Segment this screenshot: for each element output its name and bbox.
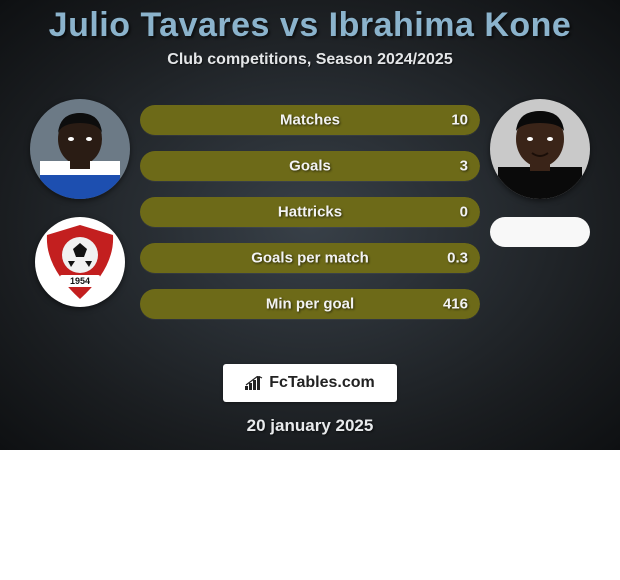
player1-eye-r bbox=[86, 137, 92, 141]
logo1-text: 1954 bbox=[70, 276, 90, 286]
stat-label: Goals per match bbox=[251, 250, 369, 267]
stat-bar: Matches 10 bbox=[140, 105, 480, 135]
stat-label: Min per goal bbox=[266, 296, 354, 313]
stat-label: Matches bbox=[280, 112, 340, 129]
page-title: Julio Tavares vs Ibrahima Kone bbox=[49, 6, 572, 45]
player1-neck bbox=[70, 157, 90, 169]
stat-value-right: 0.3 bbox=[447, 250, 468, 267]
stat-bar: Min per goal 416 bbox=[140, 289, 480, 319]
stat-label: Goals bbox=[289, 158, 331, 175]
player1-logo-svg: 1954 bbox=[35, 217, 125, 307]
player2-avatar bbox=[490, 99, 590, 199]
stat-bar: Hattricks 0 bbox=[140, 197, 480, 227]
player1-avatar-svg bbox=[30, 99, 130, 199]
watermark: FcTables.com bbox=[223, 364, 397, 402]
stat-value-right: 416 bbox=[443, 296, 468, 313]
stat-value-right: 10 bbox=[451, 112, 468, 129]
comparison-card: Julio Tavares vs Ibrahima Kone Club comp… bbox=[0, 0, 620, 450]
player2-avatar-svg bbox=[490, 99, 590, 199]
date-label: 20 january 2025 bbox=[247, 416, 374, 436]
player2-club-logo-placeholder bbox=[490, 217, 590, 247]
page-subtitle: Club competitions, Season 2024/2025 bbox=[167, 51, 452, 69]
player2-shirt bbox=[498, 167, 582, 199]
stat-value-right: 0 bbox=[460, 204, 468, 221]
right-column bbox=[480, 89, 600, 247]
chart-icon bbox=[245, 376, 263, 390]
left-column: 1954 bbox=[20, 89, 140, 307]
stat-bar: Goals 3 bbox=[140, 151, 480, 181]
player1-avatar bbox=[30, 99, 130, 199]
content-row: 1954 Matches 10 Goals 3 Hattricks 0 bbox=[0, 89, 620, 350]
player1-club-logo: 1954 bbox=[35, 217, 125, 307]
player2-eye-l bbox=[527, 137, 533, 141]
stat-bar: Goals per match 0.3 bbox=[140, 243, 480, 273]
stats-bars: Matches 10 Goals 3 Hattricks 0 Goals per… bbox=[140, 89, 480, 319]
stat-value-right: 3 bbox=[460, 158, 468, 175]
player2-neck bbox=[530, 159, 550, 171]
player2-eye-r bbox=[547, 137, 553, 141]
stat-label: Hattricks bbox=[278, 204, 342, 221]
watermark-text: FcTables.com bbox=[269, 374, 375, 392]
player1-eye-l bbox=[68, 137, 74, 141]
